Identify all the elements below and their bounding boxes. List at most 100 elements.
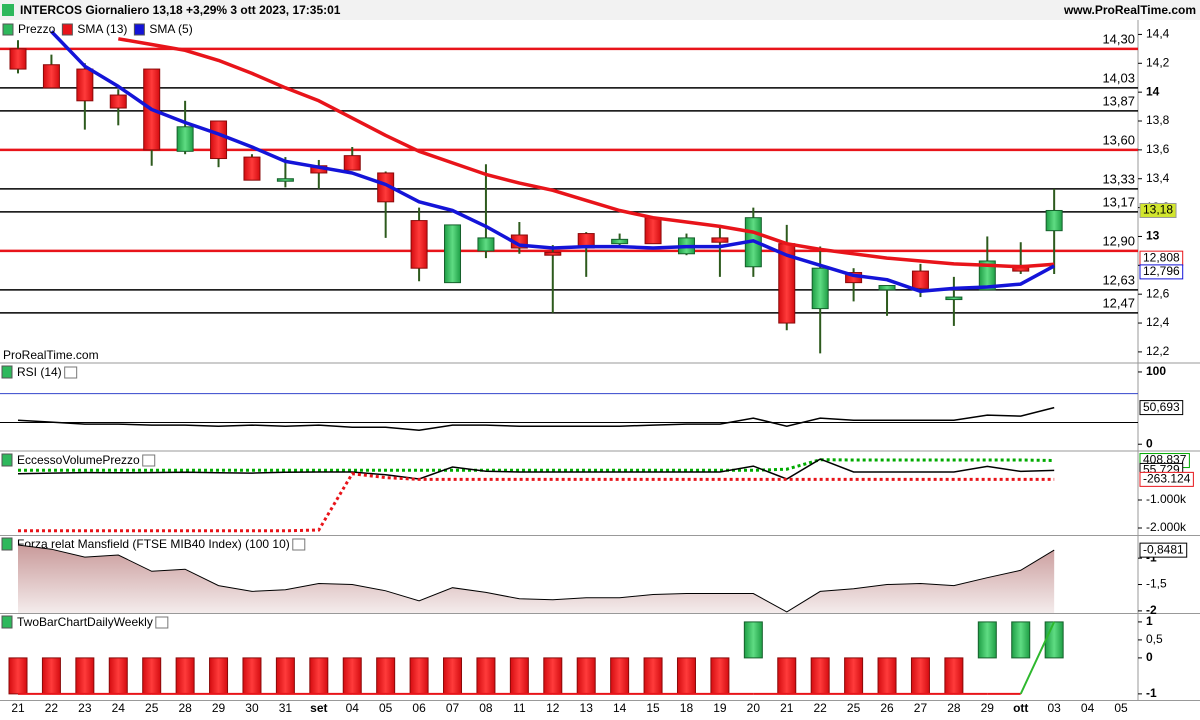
bar [8,657,28,695]
bar [844,657,864,695]
candle-body [644,217,662,245]
candle-body [410,220,428,269]
candle-body [276,178,294,182]
value-tag-label: 50,693 [1143,400,1180,414]
y-tick-label: -2.000k [1146,520,1187,534]
x-tick-label: 19 [713,701,727,715]
x-tick-label: 20 [747,701,761,715]
watermark: ProRealTime.com [3,348,99,362]
x-tick-label: 27 [914,701,928,715]
indicator-line [18,458,1055,472]
x-tick-label: 21 [11,701,25,715]
x-tick-label: 04 [346,701,360,715]
legend-label: SMA (13) [77,22,127,36]
x-tick-label: 04 [1081,701,1095,715]
header-icon [2,4,14,16]
area-fill [18,545,1055,613]
candle-body [343,155,361,171]
bar [643,657,663,695]
bar [777,657,797,695]
value-tag-label: 13,18 [1143,203,1173,217]
x-tick-label: 22 [45,701,59,715]
y-tick-label: 0,5 [1146,632,1163,646]
x-tick-label: 29 [212,701,226,715]
x-tick-label: 05 [1114,701,1128,715]
candle-body [544,251,562,256]
y-tick-label: 14 [1146,84,1160,98]
bar [342,657,362,695]
y-tick-label: 13,4 [1146,171,1170,185]
y-tick-label: 12,2 [1146,344,1170,358]
y-tick-label: 0 [1146,436,1153,450]
x-tick-label: 28 [178,701,192,715]
level-label: 12,63 [1102,272,1135,287]
level-label: 13,60 [1102,132,1135,147]
panel-title: RSI (14) [17,365,62,379]
bar [877,657,897,695]
x-tick-label: 24 [112,701,126,715]
y-tick-label: -2 [1146,603,1157,617]
bar [676,657,696,695]
candle-body [9,48,27,70]
panel-title: EccessoVolumePrezzo [17,453,140,467]
bar [476,657,496,695]
level-label: 13,87 [1102,93,1135,108]
legend-label: Prezzo [18,22,56,36]
value-tag [1139,264,1184,280]
bar [409,657,429,695]
candle-body [878,285,896,291]
bar [910,657,930,695]
value-tag-label: 12,808 [1143,250,1180,264]
panel-title-box [1,615,13,629]
panel-settings [142,454,156,467]
legend-label: SMA (5) [149,22,192,36]
panel-settings [292,538,306,551]
panel-title-box [1,453,13,467]
x-tick-label: 18 [680,701,694,715]
candle-body [42,64,60,89]
bar [443,657,463,695]
x-tick-label: 14 [613,701,627,715]
panel-settings [155,616,169,629]
candle-body [176,126,194,152]
panel-title-box [1,365,13,379]
level-label: 14,03 [1102,70,1135,85]
bar [209,657,229,695]
y-tick-label: 14,2 [1146,55,1170,69]
value-tag [1139,471,1194,487]
y-tick-label: 12,6 [1146,286,1170,300]
bar [576,657,596,695]
bar [743,621,763,659]
x-tick-label: 03 [1047,701,1061,715]
legend-swatch [61,23,73,36]
x-tick-label: 29 [981,701,995,715]
value-tag-label: 12,796 [1143,264,1180,278]
y-tick-label: -1.000k [1146,492,1187,506]
bar [1044,621,1064,659]
sma-line [118,37,1055,269]
bar [376,657,396,695]
x-tick-label: 22 [814,701,828,715]
x-tick-label: 06 [412,701,426,715]
x-tick-label: 31 [279,701,293,715]
x-tick-label: 12 [546,701,560,715]
value-tag [1139,400,1184,416]
bar [977,621,997,659]
y-tick-label: 13 [1146,229,1160,243]
candle-body [811,267,829,310]
value-tag [1139,542,1188,558]
bar [142,657,162,695]
x-tick-label: 13 [580,701,594,715]
y-tick-label: -1 [1146,686,1157,700]
bar [543,657,563,695]
candle-body [945,296,963,301]
candle-body [1045,209,1063,232]
panel-title: TwoBarChartDailyWeekly [17,615,153,629]
candle-body [611,238,629,245]
y-tick-label: 12,4 [1146,315,1170,329]
bar [242,657,262,695]
x-tick-label: 07 [446,701,460,715]
x-tick-label: 21 [780,701,794,715]
bar [41,657,61,695]
